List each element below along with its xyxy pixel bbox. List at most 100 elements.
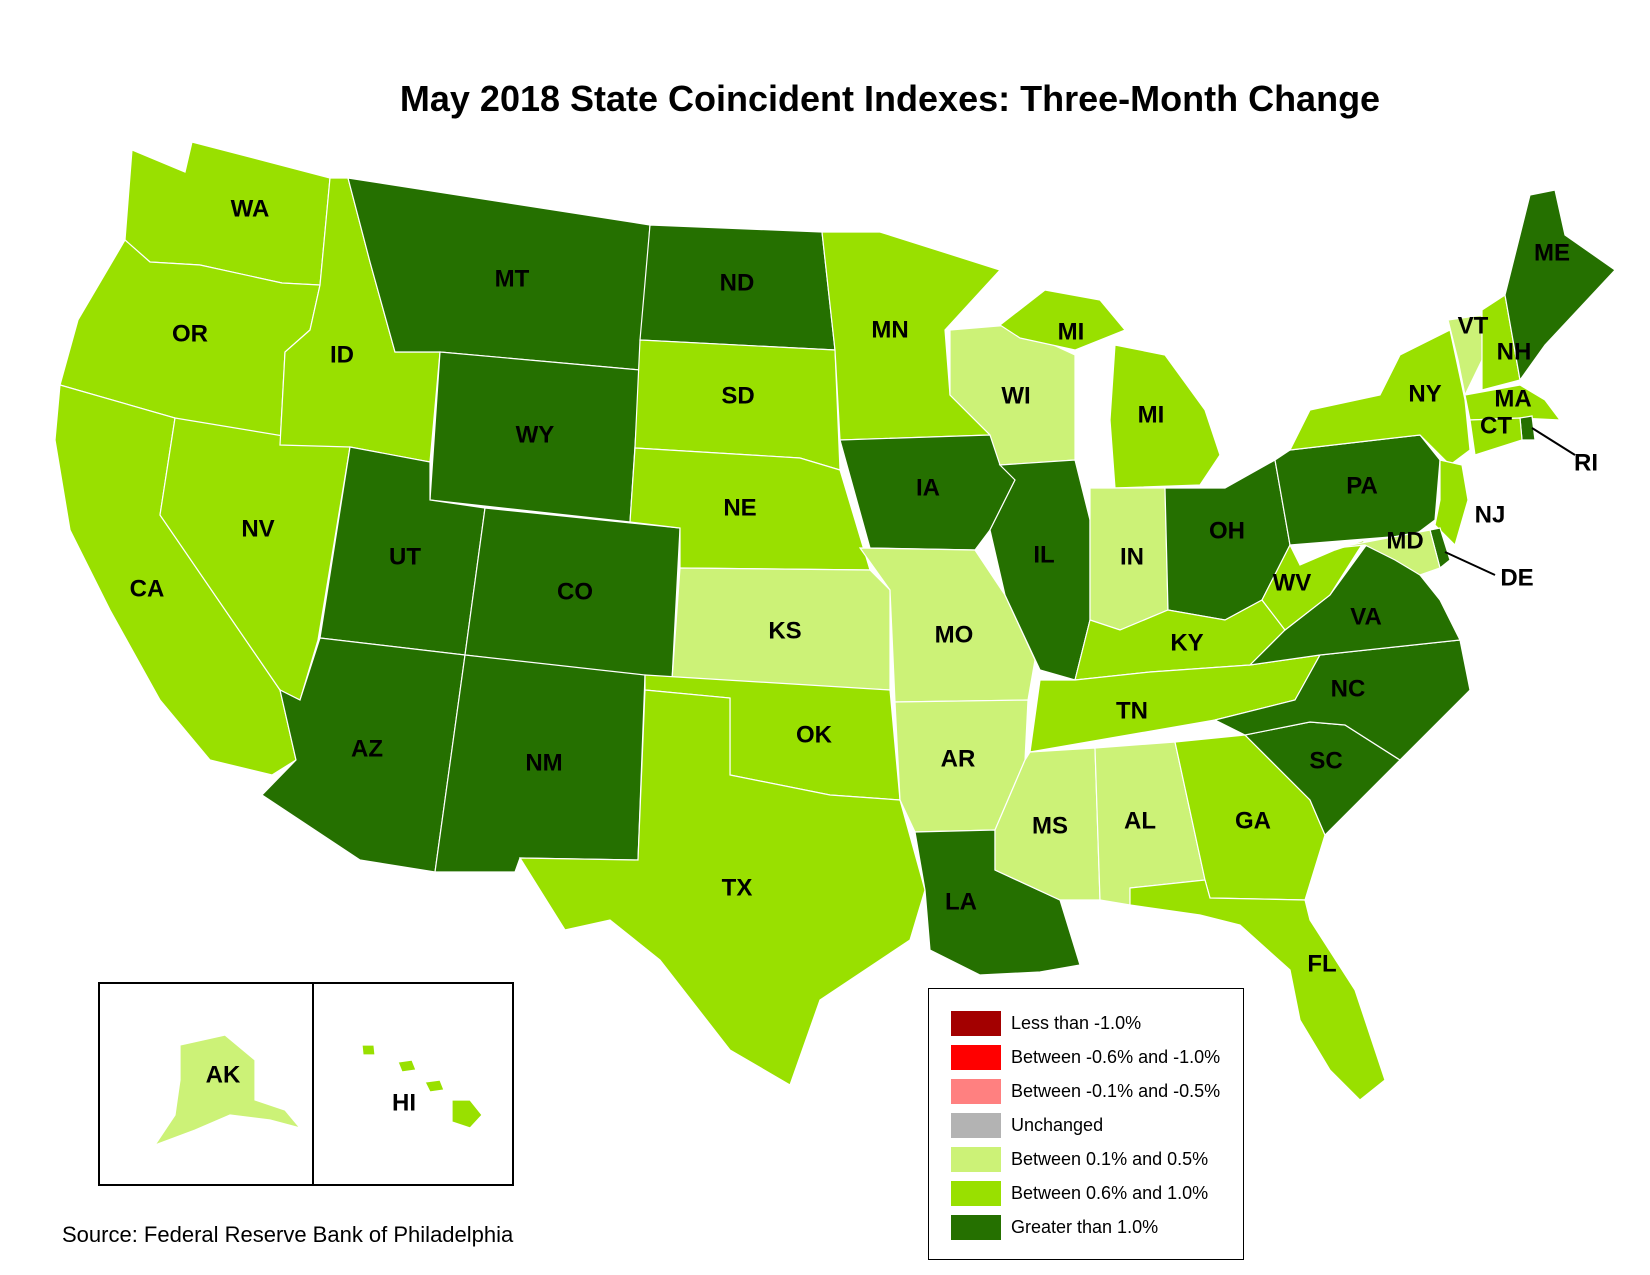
legend: Less than -1.0% Between -0.6% and -1.0% … [928,988,1244,1260]
state-MI-lower[interactable] [1109,344,1221,489]
label-ND: ND [720,269,755,296]
state-labels: WA OR CA NV ID MT WY UT CO AZ NM ND SD N… [130,195,1598,1116]
state-NY[interactable] [1288,329,1471,466]
label-FL: FL [1307,950,1336,977]
label-HI: HI [392,1089,416,1116]
label-AL: AL [1124,807,1156,834]
label-AR: AR [941,745,976,772]
label-SD: SD [721,382,754,409]
source-note: Source: Federal Reserve Bank of Philadel… [62,1222,514,1247]
label-MO: MO [935,621,974,648]
legend-swatch [951,1010,1001,1036]
label-GA: GA [1235,807,1271,834]
label-LA: LA [945,888,977,915]
state-HI-oahu[interactable] [397,1059,417,1073]
legend-item-lt-neg1: Less than -1.0% [951,1010,1141,1036]
legend-label: Between -0.6% and -1.0% [1011,1046,1221,1067]
legend-label: Between -0.1% and -0.5% [1011,1080,1221,1101]
legend-label: Less than -1.0% [1011,1012,1142,1033]
legend-item-neg06-neg1: Between -0.6% and -1.0% [951,1044,1220,1070]
state-MD[interactable] [1334,529,1441,576]
label-ID: ID [330,341,354,368]
state-VT[interactable] [1447,314,1483,397]
legend-item-p06-p10: Between 0.6% and 1.0% [951,1180,1208,1206]
label-MS: MS [1032,812,1068,839]
label-leader-lines [1444,427,1576,576]
state-shapes [54,141,1616,1147]
label-KS: KS [768,617,801,644]
label-NV: NV [241,515,274,542]
label-MN: MN [871,316,908,343]
state-NJ[interactable] [1434,459,1469,547]
state-ME[interactable] [1504,189,1616,382]
state-KS[interactable] [671,567,891,691]
label-UT: UT [389,543,421,570]
label-OH: OH [1209,517,1245,544]
state-MI-upper[interactable] [998,289,1126,351]
label-IA: IA [916,474,940,501]
label-MI-upper: MI [1058,318,1085,345]
alaska-hawaii-inset-frame [98,982,514,1186]
label-VA: VA [1350,603,1382,630]
state-HI-big[interactable] [451,1099,483,1129]
state-HI-maui[interactable] [424,1079,445,1093]
legend-label: Greater than 1.0% [1011,1216,1159,1237]
label-TN: TN [1116,697,1148,724]
legend-swatch [951,1146,1001,1172]
label-CO: CO [557,578,593,605]
legend-swatch [951,1112,1001,1138]
legend-item-p01-p05: Between 0.1% and 0.5% [951,1146,1208,1172]
label-CT: CT [1480,412,1512,439]
label-VT: VT [1458,312,1489,339]
label-IL: IL [1033,541,1054,568]
state-AK[interactable] [153,1034,302,1147]
label-WI: WI [1001,382,1030,409]
label-DE: DE [1500,564,1533,591]
label-SC: SC [1309,747,1342,774]
label-CA: CA [130,575,165,602]
legend-label: Unchanged [1011,1114,1104,1135]
label-NJ: NJ [1475,501,1506,528]
label-WY: WY [516,421,555,448]
legend-item-gt-p10: Greater than 1.0% [951,1214,1158,1240]
legend-swatch [951,1044,1001,1070]
label-NE: NE [723,494,756,521]
state-IL[interactable] [989,459,1091,681]
legend-swatch [951,1180,1001,1206]
leader-DE [1444,551,1496,576]
state-NC[interactable] [1213,639,1471,761]
label-NH: NH [1497,338,1532,365]
label-AK: AK [206,1061,241,1088]
label-NY: NY [1408,380,1441,407]
state-HI-kauai[interactable] [361,1044,376,1056]
label-OR: OR [172,320,208,347]
label-NC: NC [1331,675,1366,702]
state-CT[interactable] [1469,417,1523,456]
label-KY: KY [1170,629,1203,656]
legend-label: Between 0.1% and 0.5% [1011,1148,1209,1169]
label-MI-lower: MI [1138,401,1165,428]
legend-item-unchanged: Unchanged [951,1112,1103,1138]
label-WA: WA [231,195,270,222]
label-MA: MA [1494,385,1531,412]
legend-swatch [951,1078,1001,1104]
label-WV: WV [1273,569,1312,596]
state-FL[interactable] [1129,879,1386,1101]
label-MD: MD [1386,527,1423,554]
legend-swatch [951,1214,1001,1240]
state-NH[interactable] [1481,294,1521,391]
label-TX: TX [722,874,753,901]
label-RI: RI [1574,449,1598,476]
label-AZ: AZ [351,735,383,762]
map-title: May 2018 State Coincident Indexes: Three… [399,78,1381,119]
inset-divider [312,982,314,1186]
legend-item-neg01-neg05: Between -0.1% and -0.5% [951,1078,1220,1104]
label-OK: OK [796,721,833,748]
label-ME: ME [1534,239,1570,266]
label-PA: PA [1346,472,1378,499]
label-MT: MT [495,265,530,292]
leader-RI [1531,427,1576,456]
state-TX[interactable] [518,689,926,1086]
state-MO[interactable] [858,547,1036,703]
